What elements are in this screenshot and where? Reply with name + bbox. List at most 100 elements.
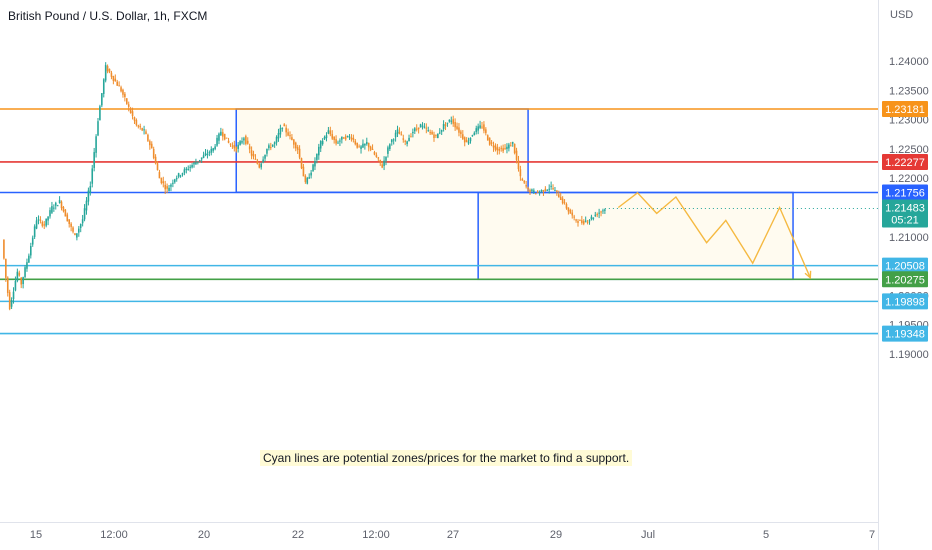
zone-box-1[interactable] [235, 108, 529, 194]
candle-body [89, 186, 92, 193]
candle-body [208, 152, 211, 154]
candle-body [471, 135, 474, 137]
candle-body [542, 190, 545, 192]
candle-body [174, 179, 176, 183]
candle-body [433, 134, 435, 139]
candle-body [504, 148, 506, 150]
candle-body [444, 124, 447, 126]
candle-body [79, 223, 82, 228]
candle-body [321, 140, 324, 145]
candle-body [99, 106, 101, 121]
candle-body [462, 134, 464, 139]
candle-body [53, 207, 55, 209]
candle-body [396, 129, 399, 134]
candle-body [277, 133, 280, 139]
time-tick-label: Jul [641, 529, 655, 541]
candle-body [220, 131, 222, 136]
candle-body [362, 143, 364, 148]
candle-body [479, 125, 481, 128]
candle-body [24, 267, 26, 277]
candle-body [356, 142, 358, 148]
candle-body [485, 129, 487, 134]
candle-body [438, 132, 441, 134]
projection-path[interactable] [617, 191, 811, 279]
price-tick-label: 1.21000 [889, 232, 929, 244]
candle-body [287, 132, 289, 136]
candle-body [427, 130, 430, 132]
candle-body [534, 193, 537, 195]
candle-body [369, 146, 372, 150]
candle-body [204, 153, 207, 156]
candle-body [494, 145, 497, 150]
candle-body [408, 137, 410, 142]
candle-body [333, 136, 335, 140]
candle-body [268, 145, 270, 149]
candle-body [398, 131, 401, 135]
candle-body [293, 139, 295, 145]
candle-body [414, 128, 416, 132]
candle-body [264, 154, 266, 159]
candle-body [400, 134, 403, 136]
current-price-badge [882, 199, 928, 228]
candle-body [16, 271, 19, 281]
candle-body [133, 117, 136, 121]
candle-body [248, 146, 251, 150]
candle-body [118, 85, 120, 87]
candle-body [558, 194, 560, 198]
candle-body [573, 216, 575, 218]
candle-body [448, 119, 451, 122]
candle-body [62, 207, 65, 212]
level-price-badge [882, 271, 928, 288]
candle-body [154, 156, 157, 164]
candle-body [389, 144, 391, 149]
level-price-badge [882, 325, 928, 342]
candle-body [30, 246, 32, 256]
price-axis-currency: USD [890, 9, 913, 21]
candle-body [452, 119, 454, 124]
candle-body [496, 147, 499, 151]
candle-body [35, 220, 38, 229]
candle-body [406, 141, 408, 145]
projection-arrowhead [804, 270, 812, 280]
candle-body [519, 169, 522, 177]
candle-body [316, 153, 318, 160]
candle-body [91, 168, 94, 184]
candle-body [266, 148, 268, 154]
candle-body [85, 200, 88, 211]
candle-body [348, 136, 351, 138]
candle-body [141, 128, 143, 131]
candle-body [14, 281, 17, 291]
candle-body [554, 190, 556, 192]
candle-body [233, 144, 236, 149]
candle-body [214, 146, 216, 150]
candle-body [571, 212, 574, 216]
candle-body [252, 153, 255, 157]
candle-body [344, 136, 347, 140]
candle-body [446, 122, 449, 124]
time-tick-label: 27 [447, 529, 459, 541]
candle-body [381, 164, 383, 168]
candle-body [298, 148, 301, 158]
candle-body [114, 78, 117, 82]
candle-body [166, 186, 168, 189]
candle-body [308, 177, 310, 179]
candle-body [241, 141, 243, 143]
candle-body [323, 136, 326, 140]
candle-body [306, 177, 309, 184]
candle-body [417, 127, 420, 130]
candle-body [312, 164, 314, 172]
candle-body [563, 202, 566, 204]
candle-body [191, 165, 193, 168]
candle-body [490, 142, 493, 144]
candle-body [377, 157, 380, 159]
candle-body [212, 148, 214, 151]
candle-body [12, 291, 15, 300]
candle-body [143, 129, 145, 131]
candle-body [116, 81, 118, 86]
candle-body [83, 208, 86, 220]
candle-body [76, 233, 78, 238]
candle-body [285, 127, 287, 133]
candle-body [193, 162, 195, 165]
